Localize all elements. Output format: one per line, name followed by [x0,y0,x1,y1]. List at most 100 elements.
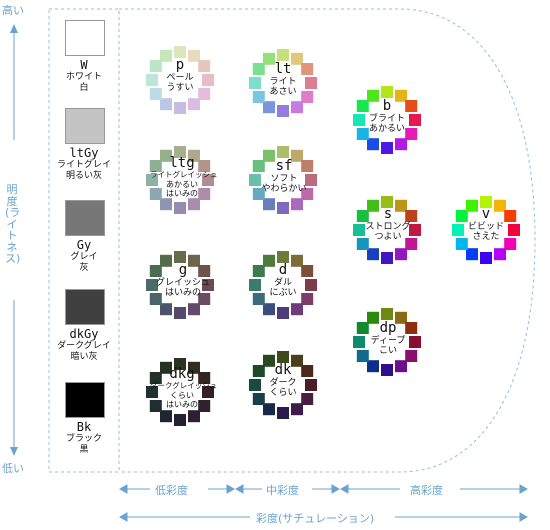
gray-label-gray: Gy グレイ 灰 [50,238,118,274]
chroma-axis-title: 彩度(サチュレーション) [256,512,375,525]
hue-swatch [160,303,172,316]
chroma-high-label: 高彩度 [410,484,443,497]
tone-code: sf [275,158,293,174]
hue-swatch [149,265,162,277]
hue-swatch [146,74,158,86]
gray-swatch-gray [65,200,105,236]
tone-desc: やわらかい [261,184,307,195]
hue-swatch [353,336,365,348]
hue-swatch [174,202,186,214]
hue-swatch [252,365,265,377]
hue-swatch [174,414,186,426]
lightness-high-label: 高い [2,4,24,17]
hue-swatch [367,199,379,212]
hue-swatch [356,210,369,222]
chroma-low-label: 低彩度 [155,484,188,497]
hue-swatch [174,102,186,114]
hue-swatch [367,89,379,102]
tone-wheel-b [353,86,421,154]
tone-label-dark: dk ダーク くらい [253,362,313,399]
hue-swatch [198,88,211,100]
tone-name: ダークグレイッシュ [150,381,218,391]
gray-swatch-light-gray [65,108,105,144]
tone-desc: あかるい [368,124,405,135]
hue-swatch [188,198,200,211]
hue-swatch [277,307,289,319]
tone-label-dark-grayish: dkg ダークグレイッシュ くらい はいみの [150,366,218,409]
tone-name: ライト [269,77,297,88]
tone-code: s [383,206,393,222]
hue-swatch [188,410,200,423]
gray-kanji: 白 [79,83,89,94]
hue-swatch [395,248,407,261]
hue-swatch [301,365,314,377]
hue-swatch [405,322,418,334]
hue-swatch [202,174,214,186]
hue-swatch [263,354,275,367]
gray-swatch-dark-gray [65,289,105,325]
gray-name: ダークグレイ [57,341,111,352]
gray-kanji: 暗い灰 [70,352,98,363]
hue-swatch [301,160,314,172]
hue-swatch [301,293,314,305]
hue-swatch [305,77,317,89]
tone-wheel-dk [249,351,317,419]
tone-desc: くらい [269,388,297,399]
hue-swatch [291,354,303,367]
tone-label-soft: sf ソフト やわらかい [254,158,314,195]
hue-swatch [198,60,211,72]
hue-swatch [367,311,379,324]
gray-label-black: Bk ブラック 黒 [50,420,118,456]
hue-swatch [202,386,214,398]
gray-kanji: 明るい灰 [65,171,102,182]
hue-swatch [291,254,303,267]
hue-swatch [277,105,289,117]
tone-wheel-dkg [146,358,214,426]
tone-code: dk [274,362,292,378]
gray-kanji: 灰 [79,263,89,274]
tone-wheel-p [146,46,214,114]
hue-swatch [277,407,289,419]
tone-code: dkg [169,366,195,382]
hue-swatch [305,379,317,391]
hue-swatch [356,128,369,140]
tone-name: ストロング [365,222,411,233]
hue-swatch [198,293,211,305]
hue-swatch [188,98,200,111]
hue-swatch [160,254,172,267]
hue-swatch [301,265,314,277]
hue-swatch [367,138,379,151]
gray-code: W [80,58,88,72]
tone-wheel-dp [353,308,421,376]
tone-desc: さえた [472,232,500,243]
hue-swatch [149,88,162,100]
hue-swatch [188,49,200,62]
gray-label-dark-gray: dkGy ダークグレイ 暗い灰 [50,327,118,363]
gray-label-white: W ホワイト 白 [50,58,118,94]
hue-swatch [452,224,464,236]
hue-swatch [252,91,265,103]
hue-swatch [353,114,365,126]
tone-wheel-g [146,251,214,319]
hue-swatch [252,63,265,75]
tone-desc2: はいみの [166,188,198,198]
tone-label-grayish: g グレイッシュ はいみの [153,262,213,299]
hue-swatch [249,174,261,186]
hue-swatch [198,160,211,172]
achromatic-frame [48,8,120,473]
hue-swatch [174,358,186,370]
gray-swatch-white [65,20,105,56]
hue-swatch [249,379,261,391]
tone-desc: こい [378,346,397,357]
chroma-mid-label: 中彩度 [266,484,299,497]
chromatic-frame [119,8,536,473]
hue-swatch [504,238,517,250]
tone-desc: くらい [170,390,194,400]
gray-name: ホワイト [65,72,102,83]
hue-swatch [405,100,418,112]
hue-swatch [301,91,314,103]
hue-swatch [291,303,303,316]
hue-swatch [381,308,393,320]
hue-swatch [188,254,200,267]
hue-swatch [160,198,172,211]
